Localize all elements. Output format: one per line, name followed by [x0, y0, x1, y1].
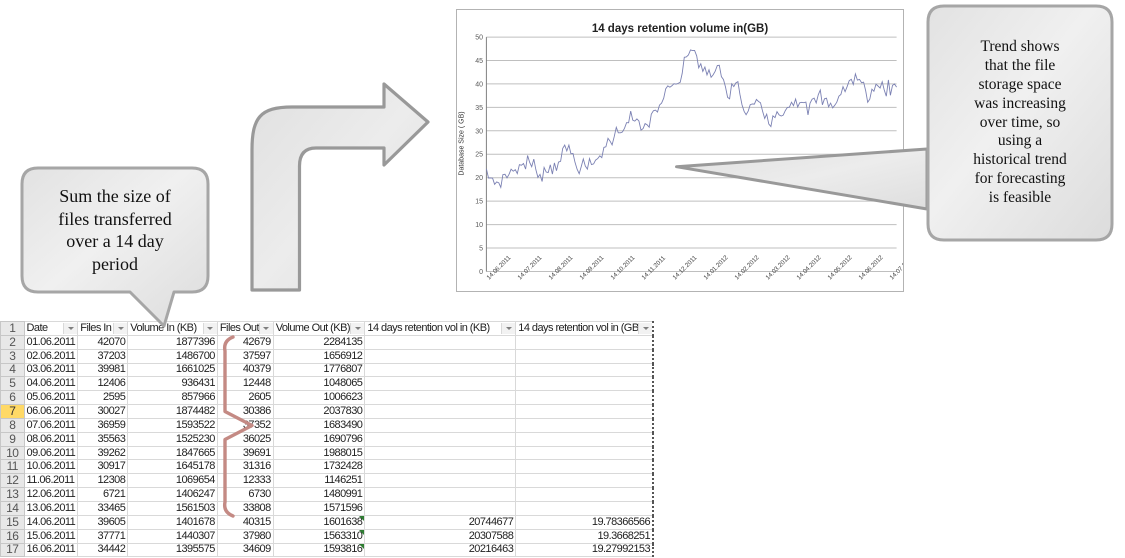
svg-text:14.01.2012: 14.01.2012 — [702, 254, 730, 282]
svg-text:45: 45 — [475, 58, 483, 65]
svg-text:14.06.2012: 14.06.2012 — [857, 254, 885, 282]
svg-text:14.12.2011: 14.12.2011 — [671, 254, 698, 281]
svg-text:14.04.2012: 14.04.2012 — [795, 254, 823, 282]
svg-text:20: 20 — [475, 175, 483, 182]
svg-text:30: 30 — [475, 128, 483, 135]
svg-text:40: 40 — [475, 81, 483, 88]
svg-text:14.02.2012: 14.02.2012 — [733, 254, 761, 282]
svg-text:14.06.2011: 14.06.2011 — [485, 254, 512, 281]
svg-text:14.07.2011: 14.07.2011 — [516, 254, 543, 281]
svg-text:14.07.2012: 14.07.2012 — [888, 254, 903, 282]
svg-text:50: 50 — [475, 35, 483, 42]
svg-text:35: 35 — [475, 105, 483, 112]
svg-text:14.10.2011: 14.10.2011 — [609, 254, 636, 281]
svg-text:10: 10 — [475, 222, 483, 229]
svg-text:14.03.2012: 14.03.2012 — [764, 254, 792, 282]
svg-text:25: 25 — [475, 152, 483, 159]
svg-text:14.08.2011: 14.08.2011 — [547, 254, 574, 281]
svg-text:14.11.2011: 14.11.2011 — [640, 254, 667, 281]
svg-text:0: 0 — [479, 269, 483, 276]
svg-text:5: 5 — [479, 246, 483, 253]
svg-text:15: 15 — [475, 199, 483, 206]
svg-text:14.09.2011: 14.09.2011 — [578, 254, 605, 281]
svg-text:14.05.2012: 14.05.2012 — [826, 254, 854, 282]
